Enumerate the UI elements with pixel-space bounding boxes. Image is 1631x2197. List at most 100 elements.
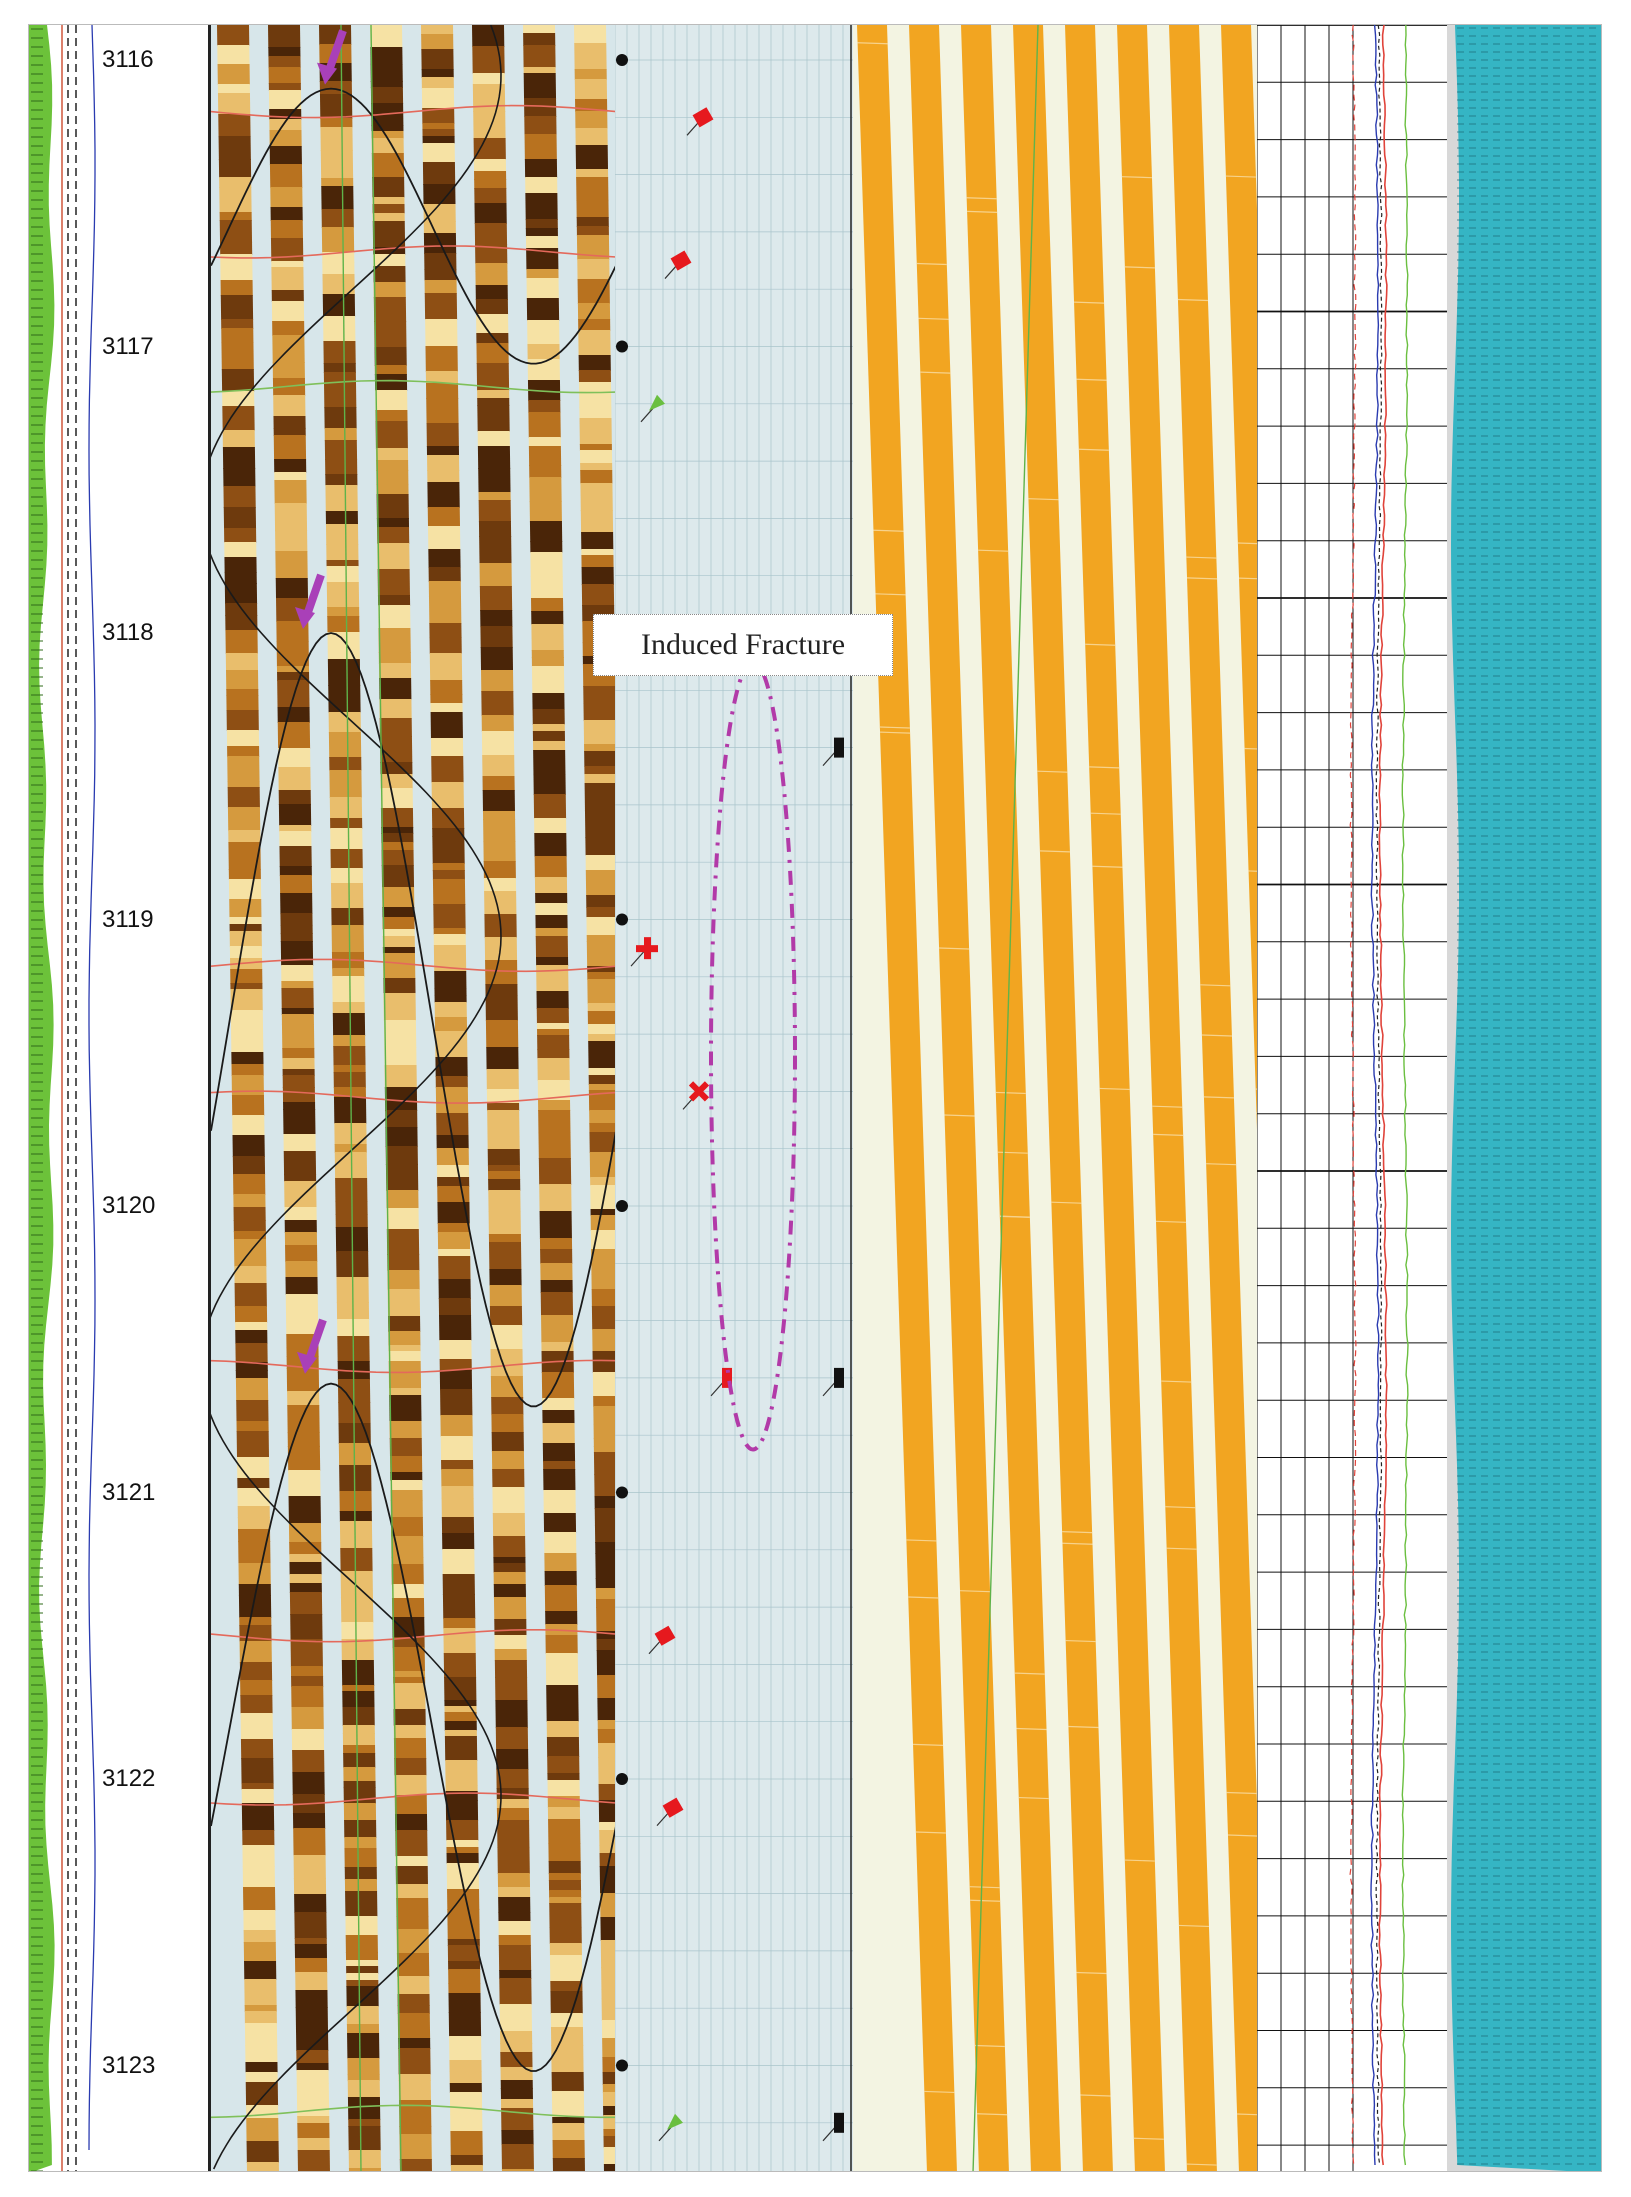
- image-band: [421, 1983, 483, 1994]
- image-band: [319, 2168, 381, 2171]
- image-band: [217, 1529, 279, 1542]
- image-band: [268, 913, 330, 926]
- image-band: [472, 1110, 534, 1137]
- image-band: [472, 405, 534, 432]
- image-band: [523, 477, 585, 502]
- image-band: [574, 1446, 616, 1453]
- image-band: [421, 526, 483, 550]
- image-streak: [1227, 1834, 1257, 1837]
- image-band: [472, 1597, 534, 1620]
- image-band: [421, 1700, 483, 1707]
- image-band: [472, 1649, 534, 1661]
- image-band: [472, 1325, 534, 1350]
- image-band: [574, 510, 616, 533]
- image-band: [421, 581, 483, 597]
- image-band: [217, 958, 279, 970]
- image-band: [472, 1069, 534, 1090]
- image-streak: [997, 1151, 1028, 1154]
- image-band: [217, 1979, 279, 2006]
- image-band: [574, 941, 616, 967]
- image-pad: [857, 25, 957, 2171]
- image-band: [472, 1211, 534, 1235]
- image-band: [217, 842, 279, 870]
- image-band: [268, 1750, 330, 1773]
- image-band: [472, 1727, 534, 1750]
- image-band: [217, 1115, 279, 1136]
- image-streak: [1237, 2113, 1257, 2116]
- image-band: [217, 1541, 279, 1564]
- image-band: [268, 941, 330, 966]
- image-band: [574, 319, 616, 331]
- image-band: [523, 1890, 585, 1898]
- image-band: [217, 781, 279, 788]
- image-band: [268, 1574, 330, 1584]
- image-band: [472, 811, 534, 820]
- image-streak: [1203, 1096, 1234, 1099]
- image-band: [319, 1319, 381, 1337]
- image-band: [268, 925, 330, 934]
- image-streak: [1074, 301, 1105, 304]
- image-band: [574, 555, 616, 568]
- image-band: [319, 1980, 381, 1987]
- image-pad: [961, 25, 1061, 2171]
- image-band: [370, 204, 432, 214]
- image-band: [370, 774, 432, 781]
- image-band: [370, 1584, 432, 1599]
- image-band: [319, 616, 381, 633]
- image-streak: [978, 549, 1009, 552]
- log-image-panel: 3116 3117 3118 3119 3120 3121 3122 3123 …: [28, 24, 1602, 2172]
- image-streak: [880, 731, 911, 734]
- image-band: [370, 1725, 432, 1739]
- image-band: [523, 877, 585, 894]
- image-band: [421, 1469, 483, 1487]
- image-band: [574, 450, 616, 464]
- image-band: [574, 1396, 616, 1407]
- image-band: [472, 2080, 534, 2089]
- image-band: [268, 1686, 330, 1708]
- image-streak: [1124, 266, 1155, 269]
- image-band: [370, 850, 432, 866]
- image-band: [472, 1799, 534, 1809]
- image-band: [319, 1622, 381, 1640]
- image-band: [217, 2023, 279, 2046]
- image-band: [370, 1517, 432, 1537]
- image-band: [268, 1470, 330, 1497]
- image-band: [574, 259, 616, 280]
- image-band: [472, 1677, 534, 1701]
- image-band: [523, 1263, 585, 1281]
- image-band: [421, 1315, 483, 1341]
- image-band: [574, 1068, 616, 1076]
- image-band: [268, 1562, 330, 1575]
- image-band: [574, 177, 616, 201]
- image-band: [370, 460, 432, 471]
- image-band: [523, 437, 585, 447]
- image-band: [268, 988, 330, 1009]
- image-band: [472, 1499, 534, 1514]
- image-band: [268, 1707, 330, 1730]
- image-band: [319, 1733, 381, 1746]
- image-band: [523, 709, 585, 725]
- image-band: [217, 746, 279, 757]
- image-band: [523, 541, 585, 553]
- image-band: [268, 1109, 330, 1135]
- gamma-ray-track: [29, 25, 58, 2171]
- depth-label: 3119: [100, 905, 156, 934]
- image-streak: [1092, 865, 1123, 868]
- image-band: [370, 569, 432, 596]
- image-band: [472, 1190, 534, 1212]
- image-streak: [1166, 1547, 1197, 1550]
- image-band: [268, 1232, 330, 1246]
- image-band: [523, 228, 585, 237]
- image-band: [523, 1880, 585, 1891]
- image-band: [523, 1721, 585, 1738]
- image-band: [421, 507, 483, 527]
- image-band: [268, 621, 330, 642]
- gamma-ray-fill: [29, 25, 55, 2171]
- image-streak: [1226, 1791, 1257, 1795]
- image-band: [370, 1775, 432, 1796]
- image-band: [421, 102, 483, 109]
- image-band: [370, 1208, 432, 1230]
- image-band: [574, 1177, 616, 1186]
- image-band: [523, 731, 585, 742]
- image-band: [319, 1966, 381, 1974]
